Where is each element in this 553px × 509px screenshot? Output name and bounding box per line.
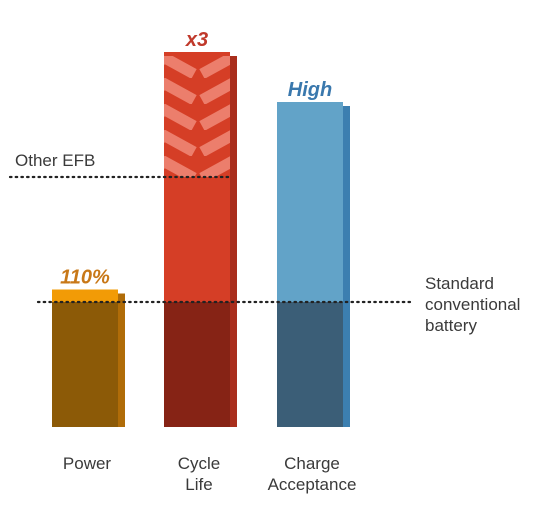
value-label: 110% <box>60 267 110 289</box>
bars-group <box>52 52 350 427</box>
bar-charge-acceptance <box>277 102 343 302</box>
reference-label: Standard <box>425 274 494 293</box>
bar-base <box>52 302 118 427</box>
bar-power <box>52 289 118 302</box>
category-label: Power <box>63 454 112 473</box>
bar-base <box>164 302 230 427</box>
labels-group: 110% Power x3 Cycle Life High Charge Acceptance… <box>15 29 520 494</box>
bar-chevron-overlay <box>164 56 230 177</box>
bar-side <box>343 106 350 427</box>
category-label: Life <box>185 475 212 494</box>
category-label: Acceptance <box>268 475 357 494</box>
category-label: Charge <box>284 454 340 473</box>
bar-side <box>230 56 237 427</box>
value-label: x3 <box>185 29 208 51</box>
reference-label: Other EFB <box>15 151 95 170</box>
reference-label: battery <box>425 316 477 335</box>
value-label: High <box>288 79 332 101</box>
bar-base <box>277 302 343 427</box>
reference-lines-group <box>8 175 412 304</box>
reference-label: conventional <box>425 295 520 314</box>
category-label: Cycle <box>178 454 221 473</box>
bar-side <box>118 293 125 427</box>
